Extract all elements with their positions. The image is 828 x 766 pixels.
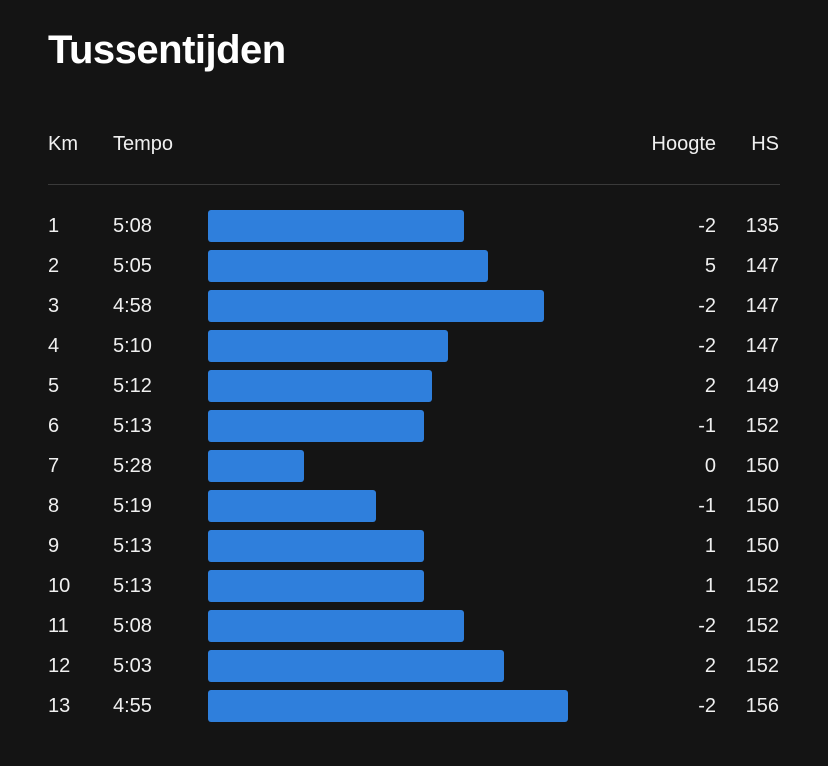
pace-bar <box>208 330 448 362</box>
table-row: 12 5:03 2 152 <box>0 650 828 690</box>
table-row: 13 4:55 -2 156 <box>0 690 828 730</box>
km-cell: 3 <box>48 295 60 317</box>
table-row: 5 5:12 2 149 <box>0 370 828 410</box>
hoogte-cell: 0 <box>704 455 716 477</box>
hoogte-cell: 1 <box>704 535 716 557</box>
hoogte-cell: -1 <box>698 495 716 517</box>
pace-bar <box>208 370 432 402</box>
column-header-hs: HS <box>751 133 779 155</box>
hs-cell: 147 <box>745 295 779 317</box>
hs-cell: 152 <box>745 415 779 437</box>
km-cell: 6 <box>48 415 60 437</box>
hs-cell: 135 <box>745 215 779 237</box>
tempo-cell: 5:08 <box>113 615 152 637</box>
pace-bar <box>208 450 304 482</box>
pace-bar <box>208 570 424 602</box>
table-row: 6 5:13 -1 152 <box>0 410 828 450</box>
hoogte-cell: 2 <box>704 375 716 397</box>
tempo-cell: 5:13 <box>113 575 152 597</box>
tempo-cell: 5:12 <box>113 375 152 397</box>
km-cell: 12 <box>48 655 71 677</box>
km-cell: 1 <box>48 215 60 237</box>
km-cell: 7 <box>48 455 60 477</box>
tempo-cell: 5:28 <box>113 455 152 477</box>
table-row: 11 5:08 -2 152 <box>0 610 828 650</box>
hoogte-cell: -2 <box>698 295 716 317</box>
tempo-cell: 4:58 <box>113 295 152 317</box>
pace-bar <box>208 490 376 522</box>
table-row: 8 5:19 -1 150 <box>0 490 828 530</box>
header-divider <box>48 184 780 185</box>
hs-cell: 156 <box>745 695 779 717</box>
tempo-cell: 5:10 <box>113 335 152 357</box>
hs-cell: 147 <box>745 255 779 277</box>
hoogte-cell: 1 <box>704 575 716 597</box>
pace-bar <box>208 210 464 242</box>
km-cell: 5 <box>48 375 60 397</box>
table-row: 9 5:13 1 150 <box>0 530 828 570</box>
hoogte-cell: -2 <box>698 335 716 357</box>
tempo-cell: 5:03 <box>113 655 152 677</box>
tempo-cell: 5:13 <box>113 415 152 437</box>
table-row: 7 5:28 0 150 <box>0 450 828 490</box>
table-row: 4 5:10 -2 147 <box>0 330 828 370</box>
tempo-cell: 5:19 <box>113 495 152 517</box>
pace-bar <box>208 290 544 322</box>
hoogte-cell: -2 <box>698 695 716 717</box>
tempo-cell: 5:08 <box>113 215 152 237</box>
km-cell: 13 <box>48 695 71 717</box>
table-row: 3 4:58 -2 147 <box>0 290 828 330</box>
table-row: 10 5:13 1 152 <box>0 570 828 610</box>
tempo-cell: 5:05 <box>113 255 152 277</box>
tempo-cell: 5:13 <box>113 535 152 557</box>
pace-bar <box>208 690 568 722</box>
column-header-hoogte: Hoogte <box>651 133 717 155</box>
hs-cell: 152 <box>745 615 779 637</box>
hoogte-cell: -1 <box>698 415 716 437</box>
column-header-tempo: Tempo <box>113 133 174 155</box>
hs-cell: 150 <box>745 535 779 557</box>
km-cell: 8 <box>48 495 60 517</box>
km-cell: 2 <box>48 255 60 277</box>
table-row: 1 5:08 -2 135 <box>0 210 828 250</box>
pace-bar <box>208 410 424 442</box>
hoogte-cell: 2 <box>704 655 716 677</box>
tempo-cell: 4:55 <box>113 695 152 717</box>
hoogte-cell: -2 <box>698 215 716 237</box>
pace-bar <box>208 610 464 642</box>
km-cell: 4 <box>48 335 60 357</box>
km-cell: 11 <box>48 615 69 637</box>
pace-bar <box>208 250 488 282</box>
km-cell: 9 <box>48 535 60 557</box>
table-row: 2 5:05 5 147 <box>0 250 828 290</box>
km-cell: 10 <box>48 575 71 597</box>
hs-cell: 152 <box>745 655 779 677</box>
hs-cell: 150 <box>745 455 779 477</box>
hs-cell: 147 <box>745 335 779 357</box>
page-title: Tussentijden <box>48 28 286 72</box>
hoogte-cell: -2 <box>698 615 716 637</box>
hoogte-cell: 5 <box>704 255 716 277</box>
hs-cell: 149 <box>745 375 779 397</box>
pace-bar <box>208 650 504 682</box>
hs-cell: 150 <box>745 495 779 517</box>
hs-cell: 152 <box>745 575 779 597</box>
pace-bar <box>208 530 424 562</box>
column-header-km: Km <box>48 133 78 155</box>
